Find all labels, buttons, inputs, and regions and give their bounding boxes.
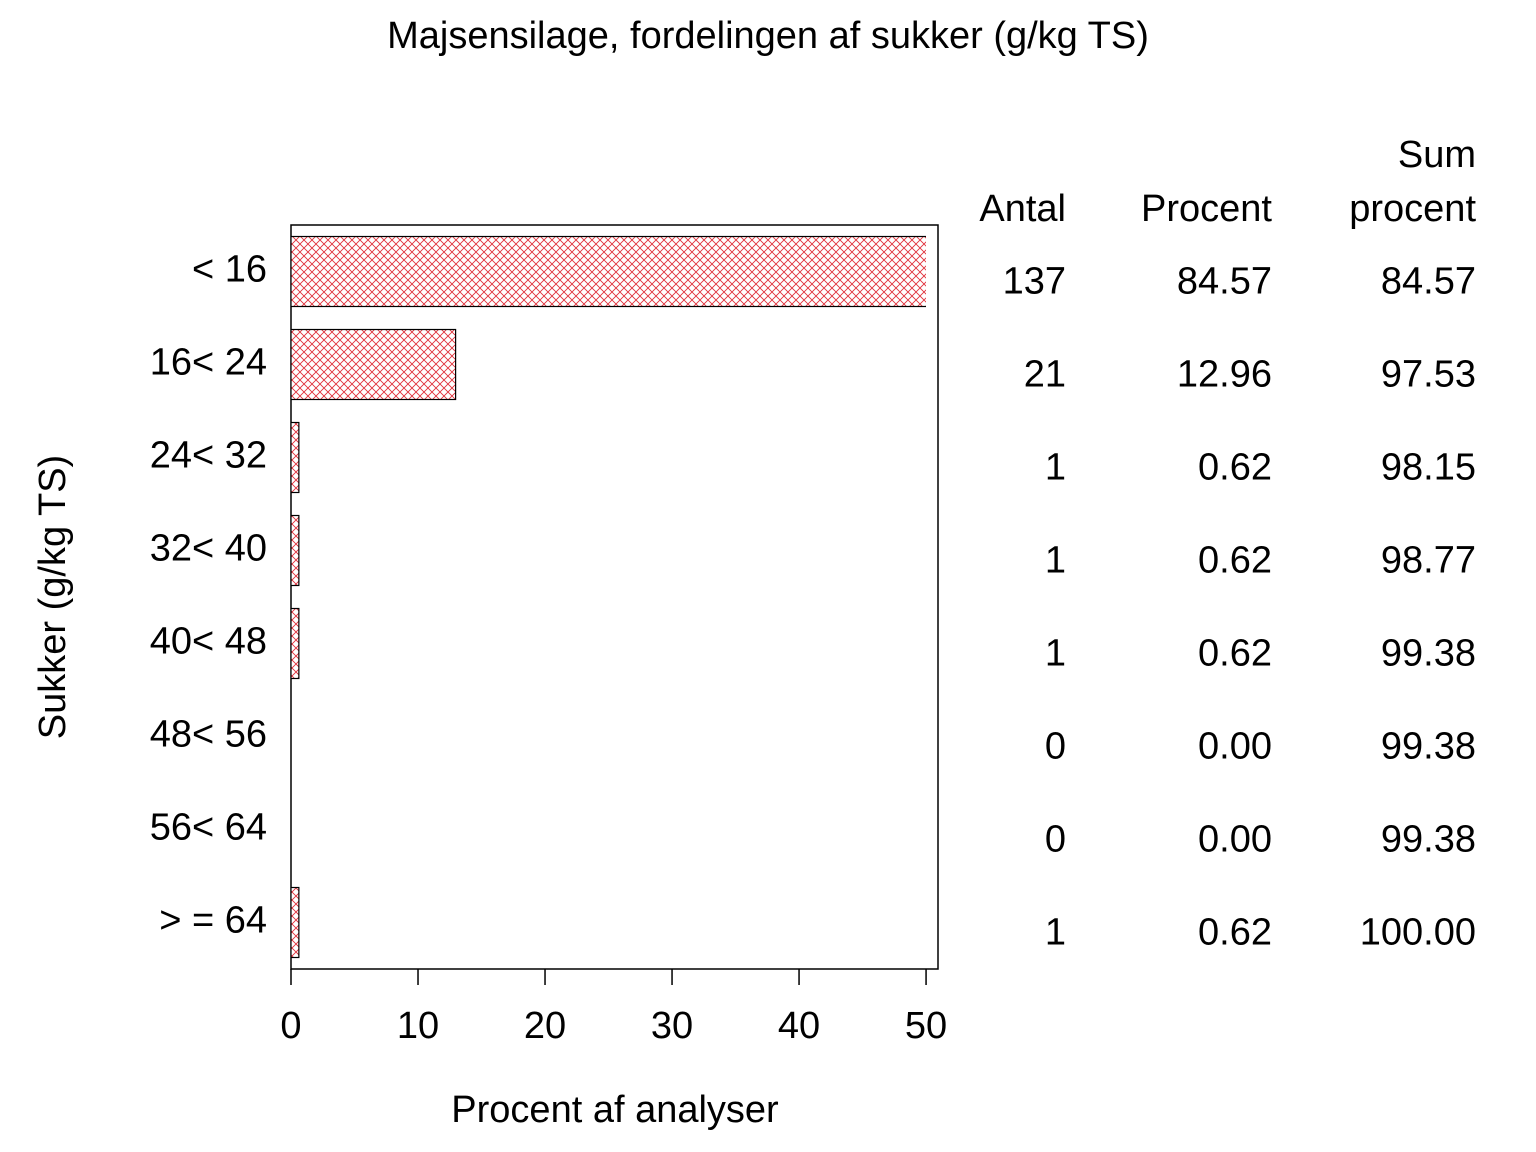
column-header: Procent [1141,188,1272,230]
column-header: Antal [979,188,1066,230]
cumulative-cell: 84.57 [1381,261,1476,303]
percent-cell: 0.62 [1198,912,1272,954]
x-tick-label: 40 [778,1005,820,1047]
bar [291,328,457,401]
y-axis-label: Sukker (g/kg TS) [32,455,74,739]
count-cell: 1 [1045,447,1066,489]
chart-title: Majsensilage, fordelingen af sukker (g/k… [387,15,1149,57]
cumulative-cell: 98.15 [1381,447,1476,489]
count-cell: 1 [1045,912,1066,954]
cumulative-cell: 99.38 [1381,819,1476,861]
percent-cell: 0.62 [1198,540,1272,582]
bar [291,886,300,959]
x-tick-label: 30 [651,1005,693,1047]
cumulative-cell: 99.38 [1381,633,1476,675]
plot-frame [290,224,939,970]
count-cell: 0 [1045,819,1066,861]
percent-cell: 0.00 [1198,819,1272,861]
y-tick-label: < 16 [192,249,267,291]
count-cell: 21 [1024,354,1066,396]
y-tick-label: 16< 24 [150,342,267,384]
bar [291,607,300,680]
cumulative-cell: 98.77 [1381,540,1476,582]
percent-cell: 0.62 [1198,447,1272,489]
y-tick-label: > = 64 [159,900,267,942]
cumulative-cell: 100.00 [1360,912,1476,954]
y-tick-label: 48< 56 [150,714,267,756]
count-cell: 0 [1045,726,1066,768]
column-header: procent [1349,188,1476,230]
bar [291,514,300,587]
percent-cell: 0.00 [1198,726,1272,768]
percent-cell: 0.62 [1198,633,1272,675]
cumulative-cell: 97.53 [1381,354,1476,396]
bar [291,235,927,308]
percent-cell: 84.57 [1177,261,1272,303]
bars [291,235,927,959]
count-cell: 137 [1003,261,1066,303]
y-tick-label: 40< 48 [150,621,267,663]
x-tick-label: 10 [397,1005,439,1047]
y-tick-label: 24< 32 [150,435,267,477]
x-axis-label: Procent af analyser [451,1089,779,1131]
cumulative-cell: 99.38 [1381,726,1476,768]
x-tick-label: 20 [524,1005,566,1047]
x-tick-label: 50 [905,1005,947,1047]
count-cell: 1 [1045,540,1066,582]
y-tick-label: 56< 64 [150,807,267,849]
column-header: Sum [1398,134,1476,176]
x-tick-label: 0 [280,1005,301,1047]
count-cell: 1 [1045,633,1066,675]
percent-cell: 12.96 [1177,354,1272,396]
bar [291,421,300,494]
y-tick-label: 32< 40 [150,528,267,570]
